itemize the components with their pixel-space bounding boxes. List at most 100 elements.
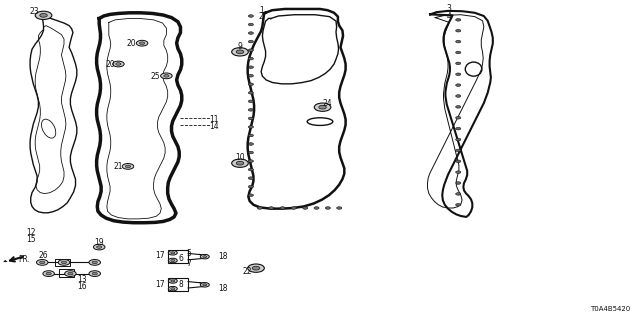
Text: 18: 18 bbox=[218, 252, 227, 261]
Circle shape bbox=[252, 266, 260, 270]
Circle shape bbox=[314, 207, 319, 209]
Circle shape bbox=[456, 204, 461, 206]
Circle shape bbox=[125, 165, 131, 168]
Circle shape bbox=[171, 288, 175, 290]
Circle shape bbox=[456, 40, 461, 43]
Text: 2: 2 bbox=[259, 12, 264, 21]
Circle shape bbox=[248, 57, 253, 60]
Circle shape bbox=[171, 260, 175, 261]
Circle shape bbox=[97, 246, 102, 248]
Circle shape bbox=[46, 272, 51, 275]
Circle shape bbox=[168, 279, 177, 283]
Circle shape bbox=[40, 261, 45, 264]
Circle shape bbox=[61, 261, 67, 264]
Text: 23: 23 bbox=[29, 7, 39, 16]
Circle shape bbox=[319, 105, 326, 109]
Circle shape bbox=[456, 106, 461, 108]
Text: 13: 13 bbox=[77, 275, 87, 284]
Circle shape bbox=[203, 256, 207, 258]
Text: 10: 10 bbox=[235, 153, 245, 162]
Circle shape bbox=[168, 251, 177, 255]
Circle shape bbox=[248, 126, 253, 128]
Circle shape bbox=[248, 23, 253, 26]
Circle shape bbox=[248, 194, 253, 196]
Circle shape bbox=[116, 63, 121, 65]
Text: 25: 25 bbox=[150, 72, 161, 81]
Text: 17: 17 bbox=[155, 280, 165, 289]
Circle shape bbox=[232, 159, 248, 167]
Circle shape bbox=[280, 207, 285, 209]
Circle shape bbox=[248, 168, 253, 171]
Text: 26: 26 bbox=[38, 252, 49, 260]
Circle shape bbox=[171, 280, 175, 282]
Circle shape bbox=[168, 258, 177, 263]
Circle shape bbox=[248, 83, 253, 85]
Circle shape bbox=[456, 116, 461, 119]
Circle shape bbox=[248, 117, 253, 120]
Text: 15: 15 bbox=[26, 236, 36, 244]
Circle shape bbox=[203, 284, 207, 286]
Text: 6: 6 bbox=[179, 254, 184, 263]
Circle shape bbox=[248, 108, 253, 111]
Circle shape bbox=[43, 271, 54, 276]
Circle shape bbox=[200, 254, 209, 259]
Circle shape bbox=[140, 42, 145, 44]
Circle shape bbox=[248, 160, 253, 162]
Circle shape bbox=[65, 271, 76, 276]
Circle shape bbox=[122, 164, 134, 169]
Circle shape bbox=[257, 207, 262, 209]
Circle shape bbox=[303, 207, 308, 209]
Text: 7: 7 bbox=[186, 260, 191, 268]
Circle shape bbox=[248, 92, 253, 94]
Circle shape bbox=[35, 11, 52, 20]
Polygon shape bbox=[3, 260, 8, 262]
Circle shape bbox=[164, 75, 169, 77]
Circle shape bbox=[248, 32, 253, 34]
Circle shape bbox=[113, 61, 124, 67]
Circle shape bbox=[456, 160, 461, 163]
Circle shape bbox=[248, 185, 253, 188]
Text: FR.: FR. bbox=[19, 255, 30, 264]
Circle shape bbox=[456, 29, 461, 32]
Circle shape bbox=[92, 272, 97, 275]
Text: 17: 17 bbox=[155, 252, 165, 260]
Circle shape bbox=[248, 143, 253, 145]
Circle shape bbox=[269, 207, 274, 209]
Text: 19: 19 bbox=[94, 238, 104, 247]
Circle shape bbox=[171, 252, 175, 254]
Circle shape bbox=[325, 207, 330, 209]
Circle shape bbox=[248, 75, 253, 77]
Circle shape bbox=[456, 127, 461, 130]
Circle shape bbox=[248, 100, 253, 103]
Circle shape bbox=[248, 151, 253, 154]
Circle shape bbox=[200, 283, 209, 287]
Circle shape bbox=[161, 73, 172, 79]
Text: 21: 21 bbox=[114, 162, 123, 171]
Circle shape bbox=[93, 244, 105, 250]
Text: 18: 18 bbox=[218, 284, 227, 293]
Circle shape bbox=[248, 177, 253, 180]
Circle shape bbox=[248, 134, 253, 137]
Circle shape bbox=[40, 13, 47, 17]
Circle shape bbox=[236, 50, 244, 54]
Circle shape bbox=[291, 207, 296, 209]
Text: 16: 16 bbox=[77, 282, 87, 291]
Circle shape bbox=[248, 15, 253, 17]
Circle shape bbox=[456, 149, 461, 152]
Circle shape bbox=[456, 95, 461, 97]
Circle shape bbox=[232, 48, 248, 56]
Circle shape bbox=[92, 261, 97, 264]
Circle shape bbox=[89, 271, 100, 276]
Circle shape bbox=[36, 260, 48, 265]
Circle shape bbox=[456, 138, 461, 141]
Text: 8: 8 bbox=[179, 280, 184, 289]
Text: T0A4B5420: T0A4B5420 bbox=[590, 306, 630, 312]
Circle shape bbox=[456, 62, 461, 65]
Text: 14: 14 bbox=[209, 122, 220, 131]
Circle shape bbox=[168, 286, 177, 291]
Circle shape bbox=[236, 161, 244, 165]
Circle shape bbox=[456, 182, 461, 184]
Circle shape bbox=[456, 73, 461, 76]
Circle shape bbox=[456, 193, 461, 195]
Circle shape bbox=[136, 40, 148, 46]
